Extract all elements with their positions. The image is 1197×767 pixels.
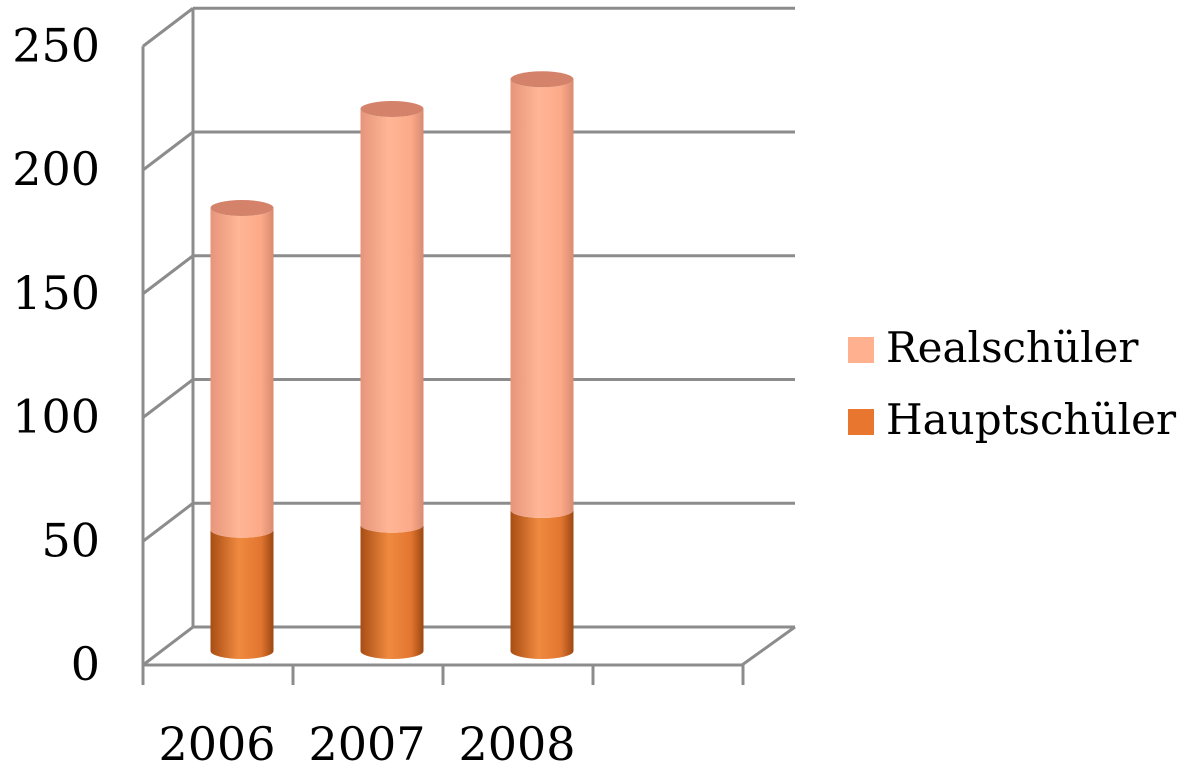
- bar-top-cap: [210, 199, 274, 216]
- legend-swatch: [848, 409, 874, 435]
- bar-Hauptschüler-2007: [360, 524, 424, 659]
- gridline-depth: [142, 130, 194, 172]
- y-tick-label: 50: [41, 513, 100, 567]
- gridline-depth: [142, 625, 194, 667]
- x-tick-label: 2008: [458, 717, 575, 767]
- floor-right-edge: [741, 625, 796, 667]
- bar-stack: [360, 100, 424, 659]
- gridline-depth: [142, 254, 194, 295]
- legend-label: Hauptschüler: [886, 395, 1177, 444]
- gridline-depth: [142, 7, 194, 48]
- y-tick-label: 100: [12, 390, 100, 444]
- x-tick-label: 2006: [158, 717, 275, 767]
- legend-swatch: [848, 337, 874, 363]
- bar-layer: [210, 71, 574, 659]
- label-layer: 0 50 100 150 200 250 2006 2007 2008: [12, 18, 575, 767]
- bar-Hauptschüler-2008: [510, 509, 574, 659]
- x-tick-label: 2007: [308, 717, 425, 767]
- gridline-depth: [142, 502, 194, 543]
- y-tick-label: 200: [12, 142, 100, 196]
- bar-top-cap: [360, 100, 424, 117]
- y-tick-label: 250: [12, 18, 100, 72]
- bar-stack: [510, 71, 574, 659]
- bar-Realschüler-2006: [210, 207, 274, 538]
- axis-layer: [141, 6, 796, 685]
- bar-Hauptschüler-2006: [210, 529, 274, 659]
- y-tick-label: 150: [12, 266, 100, 320]
- legend-label: Realschüler: [886, 323, 1139, 372]
- bar-stack: [210, 199, 274, 659]
- bar-Realschüler-2007: [360, 108, 424, 533]
- bar-Realschüler-2008: [510, 79, 574, 518]
- gridline-depth: [142, 378, 194, 419]
- y-tick-label: 0: [71, 637, 100, 691]
- bar-top-cap: [510, 71, 574, 88]
- legend: Realschüler Hauptschüler: [848, 323, 1177, 444]
